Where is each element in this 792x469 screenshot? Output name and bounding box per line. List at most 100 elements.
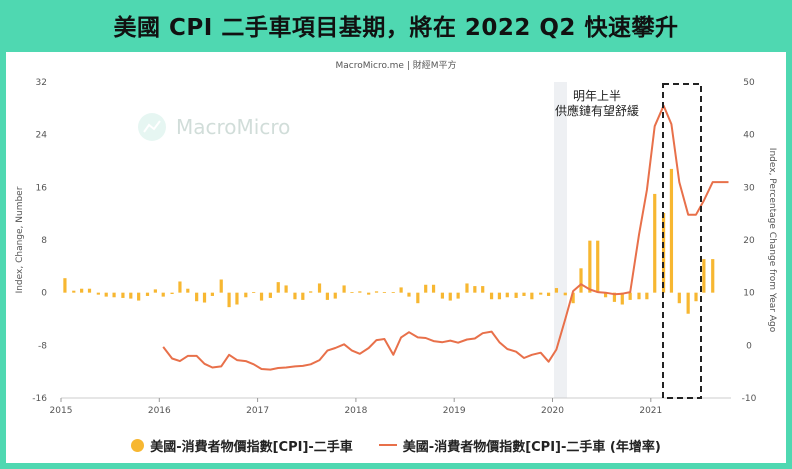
- bar: [588, 240, 592, 293]
- bar: [350, 292, 354, 293]
- highlight-box: [662, 83, 702, 399]
- bar: [235, 292, 239, 305]
- bar: [202, 292, 207, 303]
- bar: [137, 292, 141, 301]
- bar: [63, 278, 67, 293]
- x-tick-label: 2015: [50, 406, 73, 416]
- y-right-tick-label: 0: [746, 341, 752, 351]
- bar: [554, 288, 559, 293]
- legend-line-swatch: [378, 444, 397, 446]
- legend-bar-label: 美國-消費者物價指數[CPI]-二手車: [150, 439, 353, 455]
- x-tick-label: 2017: [246, 406, 269, 416]
- x-tick-label: 2016: [148, 406, 171, 416]
- bar: [489, 292, 494, 300]
- bar: [293, 292, 297, 300]
- bar: [456, 292, 460, 299]
- bar: [399, 287, 403, 293]
- bar: [210, 292, 214, 296]
- bar: [481, 286, 485, 293]
- bar: [284, 285, 288, 293]
- line-series: [162, 104, 729, 371]
- bar: [333, 292, 337, 299]
- attribution: MacroMicro.me | 財經M平方: [335, 61, 457, 71]
- legend: 美國-消費者物價指數[CPI]-二手車 美國-消費者物價指數[CPI]-二手車 …: [6, 434, 786, 456]
- bar: [440, 292, 445, 299]
- bar: [416, 292, 420, 304]
- bar: [104, 292, 108, 297]
- y-left-tick-label: 8: [41, 236, 47, 246]
- bar: [539, 292, 543, 295]
- bar: [653, 193, 657, 293]
- y-left-tick-label: 24: [36, 131, 48, 141]
- bar-series: [63, 168, 715, 314]
- bar: [72, 290, 76, 293]
- bar: [276, 282, 280, 293]
- x-tick-label: 2020: [541, 406, 564, 416]
- bar: [645, 292, 649, 300]
- bar: [112, 292, 116, 298]
- y-right-tick-label: 10: [743, 289, 755, 299]
- y-right-tick-label: -10: [742, 394, 757, 404]
- y-right-tick-label: 30: [743, 183, 755, 193]
- bar: [219, 279, 223, 293]
- bar: [309, 291, 313, 293]
- bar: [244, 292, 248, 298]
- bar: [637, 292, 641, 300]
- chart-svg: MacroMicro -16 -8 0 8 16 24 32 -10 0 10 20 30 40 50 20…: [15, 78, 777, 416]
- bar: [407, 292, 411, 297]
- annotation-line1: 明年上半: [573, 89, 621, 103]
- bar: [514, 292, 518, 298]
- legend-item-bar[interactable]: 美國-消費者物價指數[CPI]-二手車: [131, 436, 353, 455]
- shaded-period: [554, 82, 567, 398]
- bar: [530, 292, 534, 300]
- bar: [431, 284, 436, 293]
- bar: [702, 259, 706, 293]
- bar: [546, 292, 551, 296]
- axes: -16 -8 0 8 16 24 32 -10 0 10 20 30 40 50 2015 2016 2017 2…: [15, 78, 777, 416]
- bar: [571, 292, 575, 304]
- bar: [711, 259, 715, 293]
- bar: [268, 292, 272, 298]
- y-right-axis-title: Index, Percentage Change from Year Ago: [767, 148, 777, 333]
- bar: [669, 168, 674, 293]
- y-left-tick-label: -8: [38, 341, 47, 351]
- bar: [170, 292, 174, 294]
- bar: [301, 292, 305, 300]
- y-left-tick-label: -16: [32, 394, 47, 404]
- bar: [259, 292, 264, 301]
- legend-item-line[interactable]: 美國-消費者物價指數[CPI]-二手車 (年增率): [378, 436, 661, 455]
- bar: [121, 292, 125, 298]
- y-left-tick-label: 0: [41, 289, 47, 299]
- bar: [424, 284, 428, 293]
- bar: [80, 288, 84, 293]
- y-right-tick-label: 50: [743, 78, 755, 88]
- bar: [129, 292, 133, 299]
- bar: [178, 281, 182, 293]
- bar: [227, 292, 231, 308]
- bar: [96, 292, 100, 295]
- bar: [505, 292, 509, 298]
- x-tick-label: 2019: [443, 406, 466, 416]
- bar: [382, 292, 387, 293]
- y-right-tick-label: 20: [743, 236, 755, 246]
- bar: [628, 292, 632, 300]
- annotation-line2: 供應鏈有望舒緩: [555, 103, 639, 118]
- bar: [145, 292, 150, 296]
- bar: [596, 240, 600, 293]
- legend-bar-swatch: [131, 438, 145, 452]
- x-tick-label: 2021: [639, 406, 662, 416]
- bar: [677, 292, 681, 304]
- bar: [620, 292, 624, 305]
- bar: [186, 288, 190, 293]
- watermark-text: MacroMicro: [176, 115, 290, 139]
- bar: [603, 292, 608, 298]
- bar: [522, 292, 526, 296]
- watermark-logo-mark: [143, 120, 161, 133]
- bar: [358, 291, 362, 293]
- watermark: MacroMicro: [138, 113, 290, 141]
- bar: [195, 292, 199, 302]
- bar: [563, 292, 567, 296]
- bar: [87, 288, 92, 293]
- bar: [686, 292, 690, 314]
